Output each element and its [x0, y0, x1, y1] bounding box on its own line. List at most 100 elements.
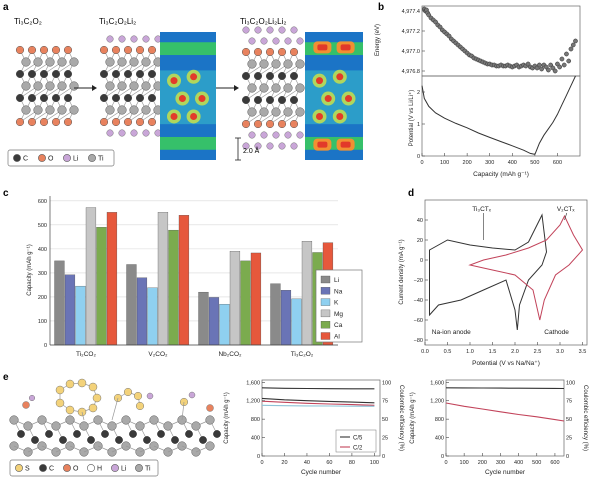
- data-point: [539, 66, 544, 72]
- legend-label-c: C: [49, 466, 54, 473]
- panel-label-b: b: [378, 2, 384, 13]
- atom-ti: [57, 81, 67, 91]
- atom-o: [27, 117, 37, 127]
- atom-li: [260, 37, 268, 45]
- legend-label-s: S: [25, 466, 30, 473]
- y-tick-label: 4,977.4: [402, 9, 420, 15]
- atom-li: [118, 35, 126, 43]
- slab-ti3c2o2li2: [99, 35, 163, 137]
- y-axis-label: Energy (eV): [375, 24, 381, 56]
- atom-ti: [33, 57, 43, 67]
- density-core: [190, 73, 198, 81]
- atom-c: [15, 93, 25, 103]
- atom-c: [277, 95, 287, 105]
- legend-label-li: Li: [73, 156, 79, 163]
- y-tick-label: 300: [38, 271, 47, 277]
- y-tick-label: 4,976.8: [402, 69, 420, 75]
- atom-o: [147, 45, 157, 55]
- y-tick-label: 0: [417, 154, 420, 160]
- bar-ca: [168, 229, 179, 346]
- atom-ti: [33, 105, 43, 115]
- x-tick-label: 1.5: [489, 349, 497, 355]
- x-tick-label: 300: [496, 460, 505, 466]
- atom-c: [39, 93, 49, 103]
- atom-li: [290, 26, 298, 34]
- atom-c: [87, 436, 95, 444]
- atom-legend: C O Li Ti: [7, 149, 115, 167]
- category-label: Ti₂CO₂: [76, 351, 96, 358]
- cv-plot-area: [424, 199, 588, 346]
- slab-ti3c2o2li2li2: [241, 26, 305, 150]
- x-tick-label: 100: [460, 460, 469, 466]
- x-axis-label: Capacity (mAh g⁻¹): [473, 171, 529, 178]
- atom-s: [77, 378, 87, 388]
- slab-ti3c2o2: [15, 45, 79, 127]
- x-tick-label: 1.0: [466, 349, 474, 355]
- atom-c: [27, 69, 37, 79]
- legend-swatch-c: [13, 154, 21, 162]
- atom-c: [147, 69, 157, 79]
- atom-c: [135, 69, 145, 79]
- legend-swatch-s: [15, 464, 23, 472]
- y-right-tick-label: 100: [566, 380, 575, 386]
- atom-li: [284, 37, 292, 45]
- atom-c: [39, 69, 49, 79]
- bond: [181, 401, 185, 421]
- legend-label-al: Al: [334, 334, 340, 341]
- charge-curve: [534, 75, 576, 155]
- atom-li: [254, 26, 262, 34]
- atom-ti: [295, 59, 305, 69]
- x-tick-label: 300: [485, 160, 494, 166]
- y-tick-label: 100: [38, 319, 47, 325]
- potential-plot-area: [421, 75, 581, 157]
- density-core: [316, 77, 323, 85]
- y-right-tick-label: 50: [382, 417, 388, 423]
- structure-title-2: Ti₃C₂O₂Li₂: [99, 17, 136, 26]
- structure-title-1: Ti₃C₂O₂: [14, 17, 42, 26]
- atom-ti: [247, 107, 257, 117]
- y-tick-label: 1,200: [246, 399, 260, 405]
- y-tick-label: 0: [257, 454, 260, 460]
- series-efficiency-c2: [261, 404, 375, 407]
- x-tick-label: 400: [508, 160, 517, 166]
- atom-o: [111, 45, 121, 55]
- series-efficiency-c5: [261, 387, 375, 390]
- bar-na: [208, 297, 220, 346]
- x-tick-label: 400: [514, 460, 523, 466]
- series-efficiency: [445, 387, 565, 390]
- y-tick-label: 1,600: [246, 380, 260, 386]
- y-axis-label: Capacity (mAh g⁻¹): [410, 392, 416, 444]
- x-tick-label: 40: [304, 460, 310, 466]
- atom-ti: [21, 81, 31, 91]
- legend-swatch-al: [320, 332, 331, 340]
- cycling-plot-right-area: [445, 379, 565, 457]
- x-tick-label: 0.5: [444, 349, 452, 355]
- bar-k: [75, 285, 86, 346]
- atom-ti: [141, 81, 151, 91]
- atom-ti: [93, 415, 103, 425]
- y-tick-label: 1,600: [430, 380, 444, 386]
- bond: [111, 397, 119, 421]
- atom-ti: [283, 107, 293, 117]
- atom-ti: [283, 59, 293, 69]
- atom-li: [106, 35, 114, 43]
- atom-c: [289, 71, 299, 81]
- arrow-icon: [216, 85, 239, 91]
- atom-o: [63, 117, 73, 127]
- y-tick-label: 400: [251, 436, 260, 442]
- y-right-tick-label: 0: [566, 454, 569, 460]
- legend-label-c: C: [23, 156, 28, 163]
- x-tick-label: 100: [370, 460, 379, 466]
- x-axis-label: Potential (V vs Na/Na⁺): [472, 360, 540, 367]
- legend-swatch-h: [87, 464, 95, 472]
- y-tick-label: 4,977.0: [402, 49, 420, 55]
- atom-ti: [21, 57, 31, 67]
- sulfur-host-structure: [9, 378, 221, 457]
- y-tick-label: 0: [44, 343, 47, 349]
- atom-ti: [163, 421, 173, 431]
- panel-label-e: e: [3, 372, 9, 383]
- li-density-core: [317, 141, 328, 148]
- atom-c: [265, 71, 275, 81]
- atom-ti: [107, 421, 117, 431]
